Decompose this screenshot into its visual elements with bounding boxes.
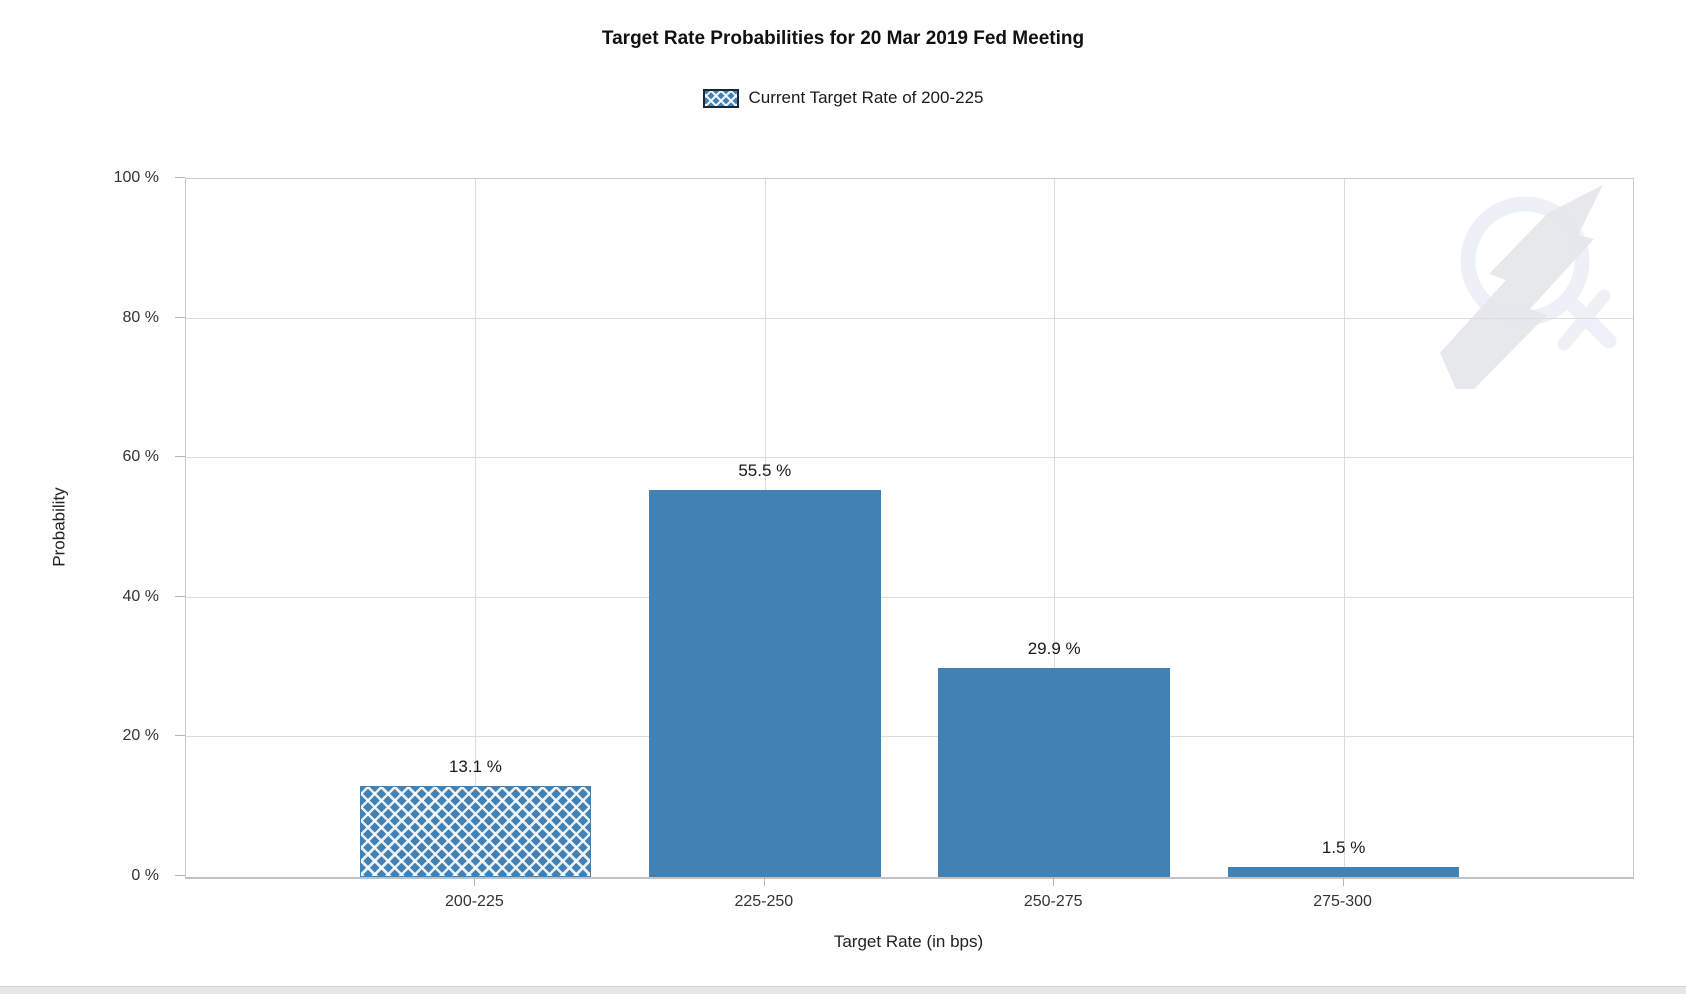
x-tick-275-300: [1342, 877, 1344, 886]
x-tick-200-225: [474, 877, 476, 886]
bar-value-label-200-225: 13.1 %: [448, 756, 502, 776]
gridline-horizontal-40: [186, 596, 1633, 598]
gridline-horizontal-80: [186, 317, 1633, 319]
y-tick-0: [175, 875, 185, 876]
chart-title: Target Rate Probabilities for 20 Mar 201…: [601, 28, 1085, 49]
quandl-watermark-icon: [1440, 185, 1617, 389]
bar-200-225[interactable]: [359, 785, 592, 877]
y-tick-label-40: 40 %: [122, 587, 159, 605]
x-tick-label-225-250: 225-250: [734, 893, 794, 910]
legend-item-current-target-rate[interactable]: Current Target Rate of 200-225: [702, 88, 984, 108]
x-tick-label-275-300: 275-300: [1313, 893, 1372, 910]
y-tick-80: [175, 316, 185, 318]
y-tick-100: [175, 177, 185, 178]
bar-225-250[interactable]: [649, 489, 881, 877]
gridline-horizontal-60: [186, 457, 1633, 459]
x-axis-title: Target Rate (in bps): [833, 932, 984, 951]
bar-value-label-250-275: 29.9 %: [1027, 639, 1081, 659]
gridline-vertical-275-300: [1343, 179, 1345, 877]
y-tick-label-100: 100 %: [113, 169, 159, 186]
y-axis: 0 % 20 % 40 % 60 % 80 % 100 %: [0, 169, 185, 884]
x-tick-label-200-225: 200-225: [445, 893, 504, 910]
y-tick-label-0: 0 %: [131, 867, 159, 884]
gridline-vertical-250-275: [1054, 179, 1056, 877]
x-tick-225-250: [763, 877, 765, 886]
y-tick-60: [175, 456, 185, 458]
y-tick-label-60: 60 %: [122, 448, 159, 466]
x-tick-label-250-275: 250-275: [1023, 893, 1083, 910]
bar-value-label-225-250: 55.5 %: [738, 460, 792, 480]
horizontal-scrollbar[interactable]: [0, 986, 1686, 994]
plot-area: 13.1 % 55.5 % 29.9 % 1.5 %: [185, 178, 1634, 879]
y-tick-label-20: 20 %: [122, 727, 159, 745]
bar-250-275[interactable]: [938, 668, 1170, 877]
legend-item-label: Current Target Rate of 200-225: [748, 88, 984, 107]
y-tick-20: [175, 735, 185, 737]
x-axis: 200-225 225-250 250-275 275-300: [185, 877, 1632, 947]
bar-275-300[interactable]: [1227, 866, 1460, 877]
gridline-horizontal-20: [186, 736, 1633, 738]
gridline-vertical-200-225: [475, 179, 477, 877]
y-tick-label-80: 80 %: [122, 308, 159, 326]
bar-value-label-275-300: 1.5 %: [1321, 837, 1366, 857]
y-tick-40: [175, 595, 185, 597]
crosshatch-swatch-icon: [702, 88, 739, 108]
legend: Current Target Rate of 200-225: [0, 88, 1686, 108]
x-tick-250-275: [1053, 877, 1055, 886]
